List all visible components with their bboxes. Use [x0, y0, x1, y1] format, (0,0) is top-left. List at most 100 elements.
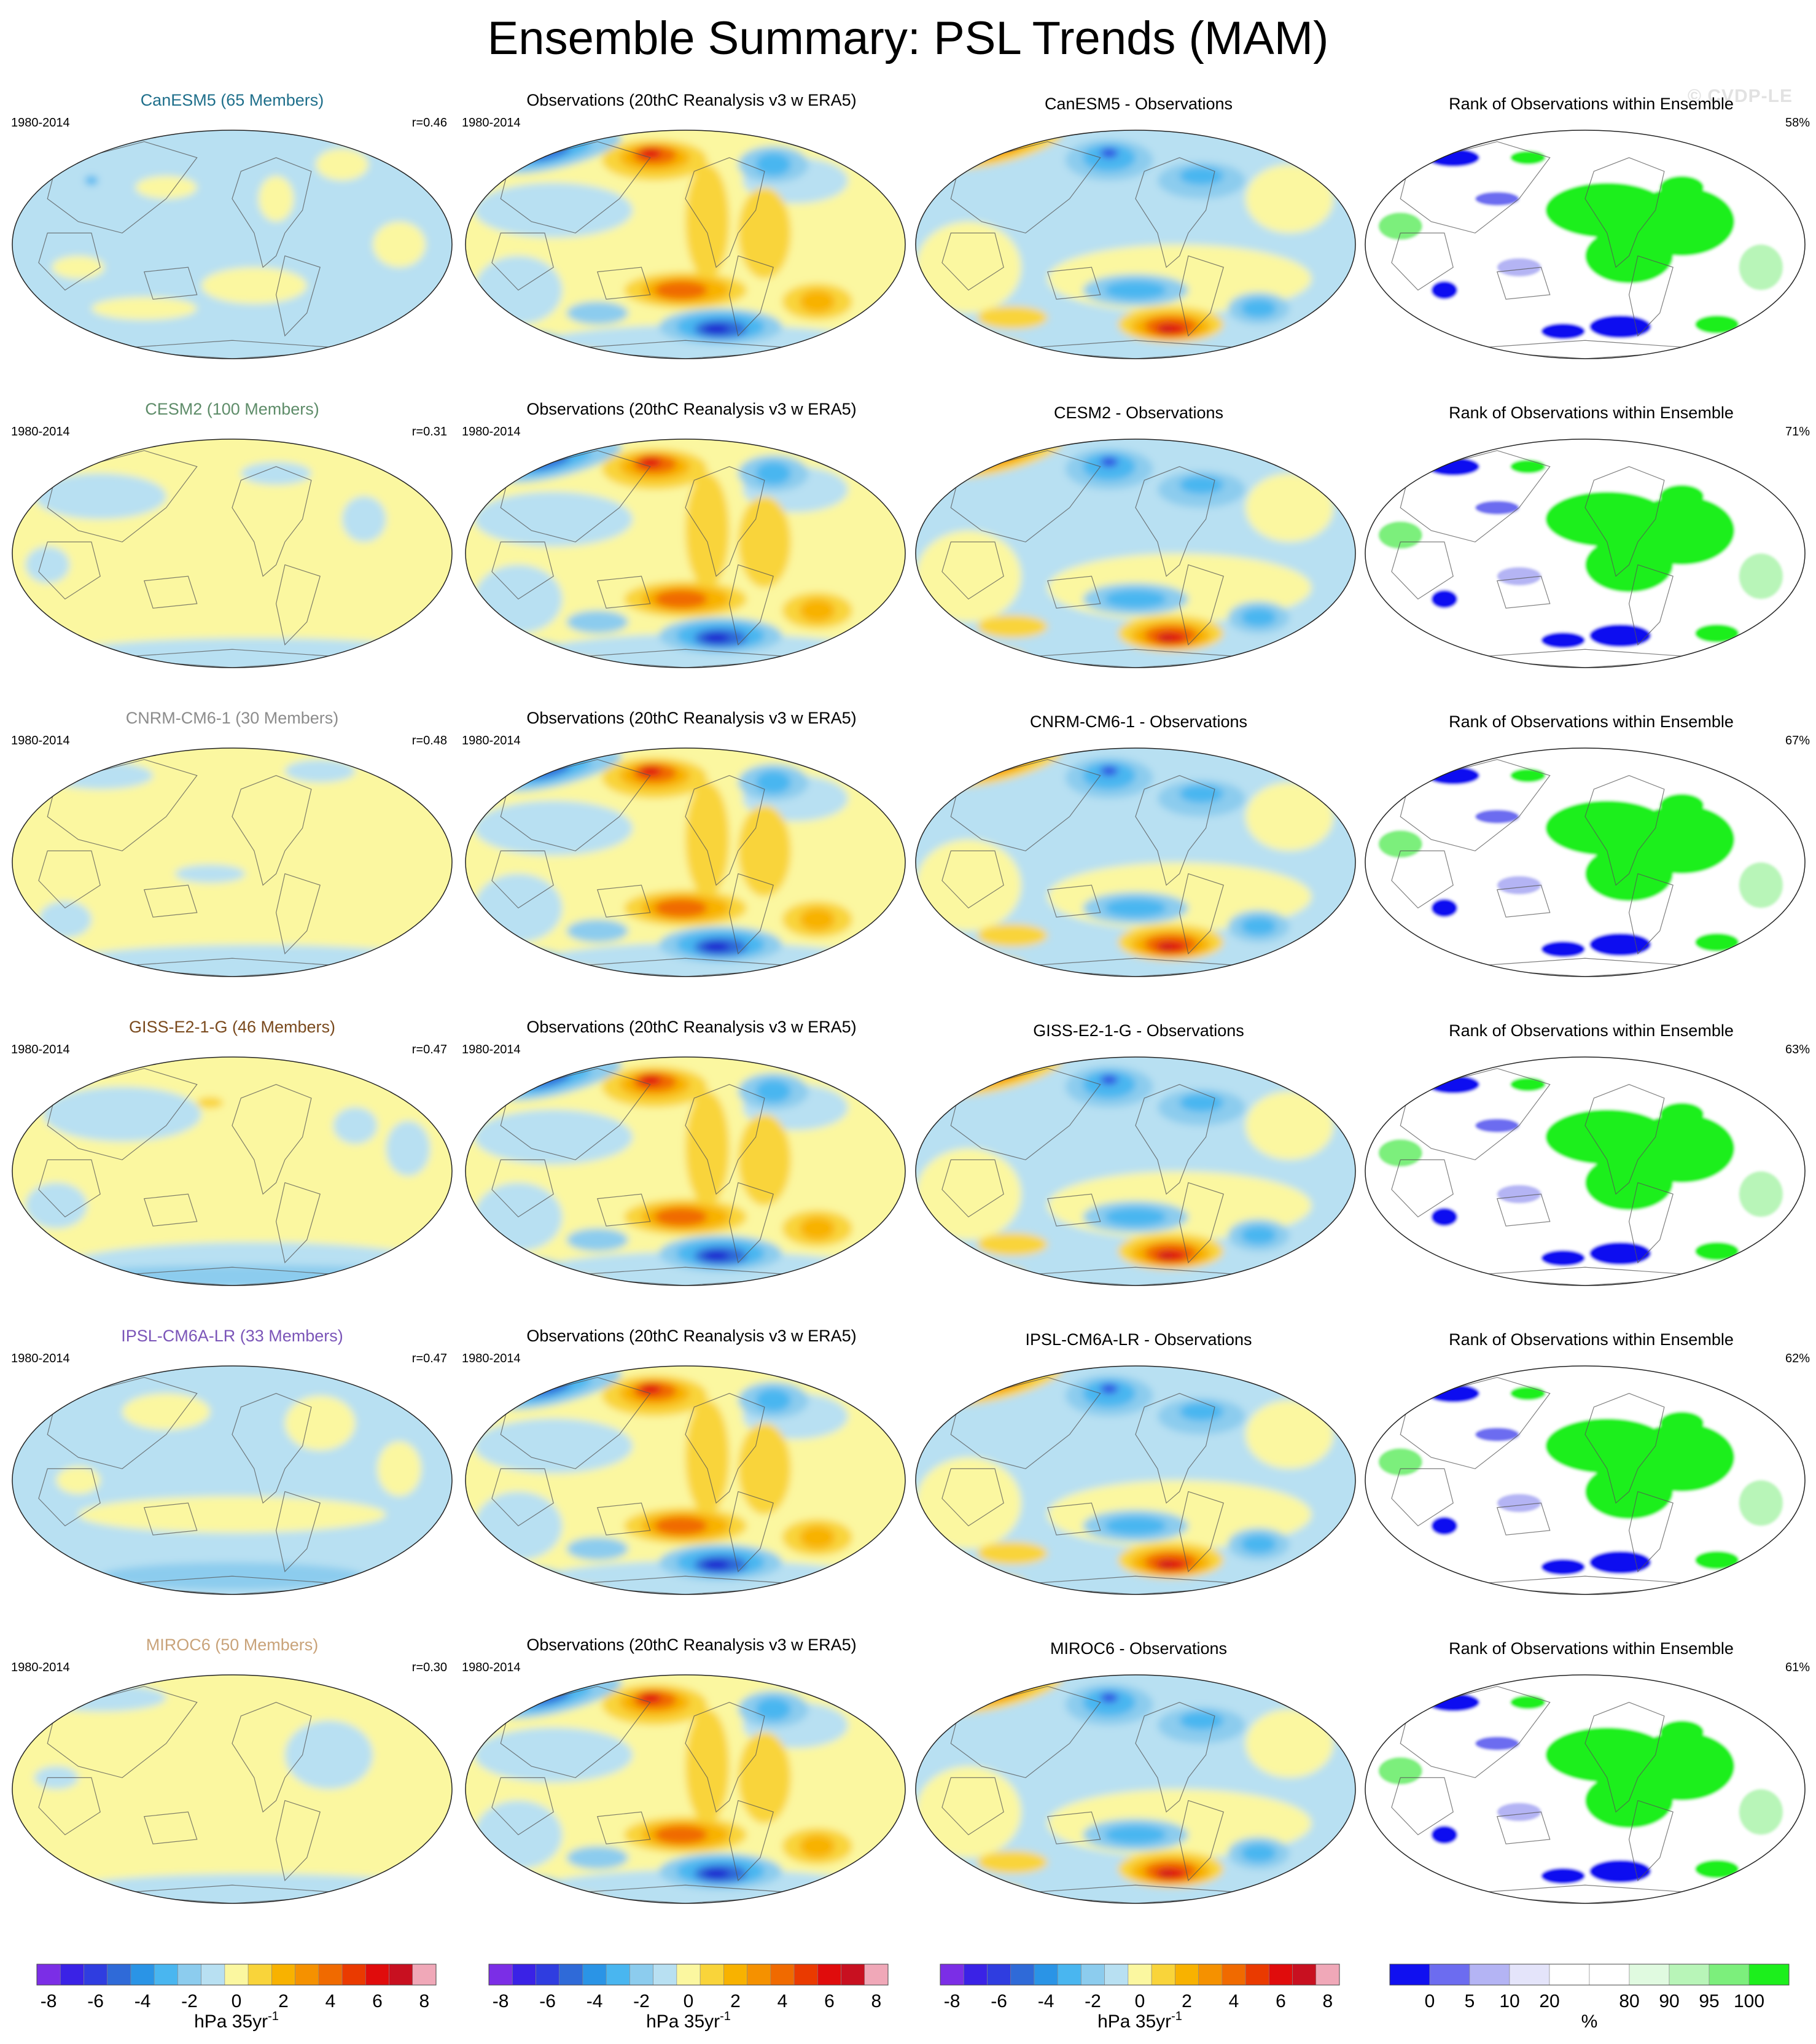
colorbar-tick-label: 0 [232, 1991, 242, 2011]
colorbar-tick-label: -2 [181, 1991, 198, 2011]
colorbar-difference-trend: -8 -6 -4 -2 0 2 4 6 8 hPa 35yr-1 [934, 1958, 1346, 2032]
colorbar-tick-label: 80 [1619, 1991, 1639, 2011]
colorbar-swatch [1081, 1964, 1105, 1986]
colorbar-swatch [1268, 1964, 1293, 1986]
colorbar-unit-label: hPa 35yr-1 [646, 2010, 731, 2032]
colorbar-swatch [1057, 1964, 1081, 1986]
colorbar-tick-label: 20 [1539, 1991, 1559, 2011]
period-label-2: 1980-2014 [11, 734, 70, 747]
colorbar-swatch [154, 1964, 178, 1986]
rank-percent-1: 71% [1785, 425, 1810, 439]
colorbar-swatch [1469, 1964, 1510, 1986]
map-border-2-0 [12, 747, 453, 977]
colorbar-swatch [940, 1964, 964, 1986]
colorbar-tick-label: -8 [41, 1991, 57, 2011]
rank-map-4 [1365, 1366, 1805, 1594]
colorbar-observed-trend: -8 -6 -4 -2 0 2 4 6 8 hPa 35yr-1 [483, 1958, 894, 2032]
map-border-3-0 [12, 1056, 453, 1286]
colorbar-swatch [412, 1964, 437, 1986]
colorbar-tick-label: 4 [1229, 1991, 1239, 2011]
colorbar-tick-label: -6 [539, 1991, 556, 2011]
colorbar-tick-label: -4 [134, 1991, 151, 2011]
difference-title-1: CESM2 - Observations [1054, 404, 1223, 422]
map-border-4-3 [1365, 1365, 1806, 1595]
colorbar-swatch [987, 1964, 1011, 1986]
colorbar-swatch [747, 1964, 771, 1986]
difference-title-0: CanESM5 - Observations [1045, 95, 1233, 113]
colorbar-tick-label: -6 [991, 1991, 1007, 2011]
colorbar-swatch [1175, 1964, 1199, 1986]
cb4-svg: 0 5 10 20 80 90 95 100% [1389, 1964, 1790, 2032]
period-label-3: 1980-2014 [11, 1043, 70, 1056]
map-border-2-1 [465, 747, 906, 977]
rank-percent-3: 63% [1785, 1043, 1810, 1056]
colorbar-swatch [341, 1964, 366, 1986]
difference-title-5: MIROC6 - Observations [1050, 1639, 1227, 1658]
obs-period-label-1: 1980-2014 [462, 425, 521, 439]
colorbar-swatch [247, 1964, 272, 1986]
colorbar-swatch [271, 1964, 295, 1986]
colorbar-swatch [536, 1964, 560, 1986]
cb1-svg: -8 -6 -4 -2 0 2 4 6 8 hPa 35yr-1 [36, 1964, 437, 2032]
model-trend-map-2 [12, 748, 452, 977]
colorbar-swatch [488, 1964, 513, 1986]
map-border-1-1 [465, 439, 906, 668]
rank-map-3 [1365, 1057, 1805, 1285]
colorbar-tick-label: 6 [1276, 1991, 1286, 2011]
obs-period-label-5: 1980-2014 [462, 1661, 521, 1674]
colorbar-tick-label: 6 [372, 1991, 383, 2011]
colorbar-tick-label: 4 [777, 1991, 788, 2011]
difference-map-1 [916, 439, 1355, 668]
cb2-svg: -8 -6 -4 -2 0 2 4 6 8 hPa 35yr-1 [488, 1964, 889, 2032]
model-trend-map-0 [12, 130, 452, 359]
period-label-4: 1980-2014 [11, 1352, 70, 1365]
colorbar-swatch [1222, 1964, 1246, 1986]
obs-title-5: Observations (20thC Reanalysis v3 w ERA5… [526, 1636, 856, 1654]
colorbar-swatch [1151, 1964, 1175, 1986]
map-border-4-1 [465, 1365, 906, 1595]
figure-title: Ensemble Summary: PSL Trends (MAM) [487, 12, 1329, 64]
rank-title-0: Rank of Observations within Ensemble [1449, 95, 1734, 113]
difference-title-3: GISS-E2-1-G - Observations [1033, 1021, 1244, 1040]
observed-trend-map-5 [466, 1675, 905, 1903]
colorbar-tick-label: -2 [1085, 1991, 1101, 2011]
colorbar-swatch [365, 1964, 389, 1986]
map-border-4-2 [915, 1365, 1356, 1595]
colorbar-swatch [1429, 1964, 1470, 1986]
pattern-correlation-1: r=0.31 [412, 425, 447, 439]
difference-title-2: CNRM-CM6-1 - Observations [1030, 712, 1247, 731]
rank-map-5 [1365, 1675, 1805, 1903]
observed-trend-map-0 [466, 130, 905, 359]
observed-trend-map-4 [466, 1366, 905, 1594]
colorbar-swatch [1128, 1964, 1152, 1986]
pattern-correlation-3: r=0.47 [412, 1043, 447, 1056]
colorbar-swatch [1198, 1964, 1223, 1986]
cb3-svg: -8 -6 -4 -2 0 2 4 6 8 hPa 35yr-1 [940, 1964, 1340, 2032]
map-border-3-1 [465, 1056, 906, 1286]
colorbar-unit-label: hPa 35yr-1 [1097, 2010, 1182, 2032]
model-trend-map-3 [12, 1057, 452, 1285]
colorbar-swatch [582, 1964, 607, 1986]
rank-map-2 [1365, 748, 1805, 977]
colorbar-swatch [1315, 1964, 1340, 1986]
colorbar-swatch [1292, 1964, 1317, 1986]
colorbar-tick-label: 90 [1659, 1991, 1679, 2011]
colorbar-swatch [1748, 1964, 1790, 1986]
colorbar-swatch [817, 1964, 841, 1986]
map-border-5-3 [1365, 1674, 1806, 1904]
difference-map-4 [916, 1366, 1355, 1594]
colorbar-swatch [723, 1964, 747, 1986]
colorbar-swatch [1104, 1964, 1129, 1986]
colorbar-unit-label: % [1581, 2011, 1598, 2032]
map-border-4-0 [12, 1365, 453, 1595]
colorbar-tick-label: -2 [633, 1991, 650, 2011]
colorbar-swatch [177, 1964, 201, 1986]
map-border-3-2 [915, 1056, 1356, 1286]
map-border-1-3 [1365, 439, 1806, 668]
watermark: © CVDP-LE [1687, 86, 1793, 106]
colorbar-swatch [130, 1964, 155, 1986]
map-border-0-0 [12, 130, 453, 359]
colorbar-tick-label: 6 [824, 1991, 835, 2011]
pattern-correlation-0: r=0.46 [412, 116, 447, 130]
